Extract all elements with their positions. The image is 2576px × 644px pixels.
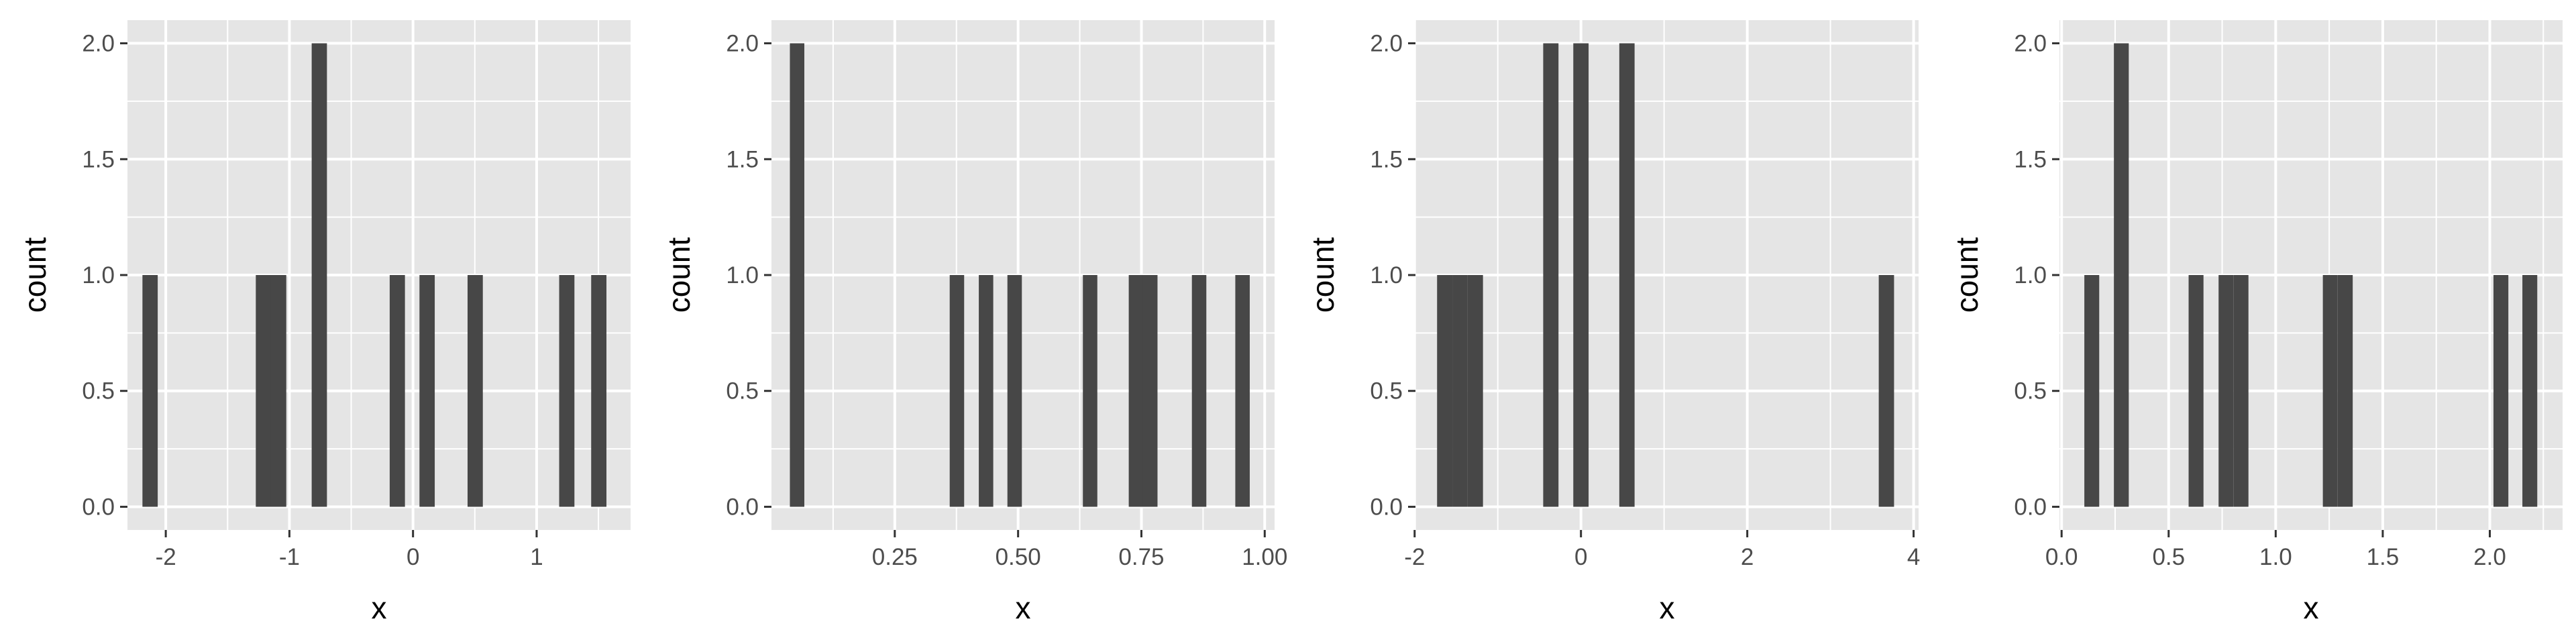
y-axis-title: count — [1949, 237, 1984, 313]
x-axis-title: x — [372, 590, 387, 625]
histogram-4: 0.0 0.5 1.0 1.5 2.0 0.0 0.5 1.0 1.5 2.0 x count — [1949, 20, 2563, 625]
histogram-bar — [1573, 43, 1589, 507]
x-tick-label: 2.0 — [2473, 544, 2506, 570]
histogram-bar — [1878, 275, 1894, 507]
x-tick-label: -1 — [279, 544, 300, 570]
y-tick-label: 0.5 — [1370, 378, 1403, 405]
histogram-bar — [2522, 275, 2538, 507]
histogram-bar — [1142, 275, 1158, 507]
x-tick-label: 4 — [1907, 544, 1920, 570]
y-tick-label: 2.0 — [1370, 31, 1403, 57]
y-tick-label: 0.0 — [1370, 494, 1403, 520]
histogram-bar — [949, 275, 965, 507]
histogram-bar — [1235, 275, 1250, 507]
histogram-1: 0.0 0.5 1.0 1.5 2.0 -2 -1 0 1 x count — [17, 20, 631, 625]
histogram-bar — [1083, 275, 1097, 507]
histogram-bar — [2114, 43, 2129, 507]
y-tick-label: 2.0 — [726, 31, 759, 57]
histogram-bar — [2084, 275, 2100, 507]
histogram-bar — [142, 275, 158, 507]
histogram-bar — [1007, 275, 1022, 507]
x-tick-label: 0.50 — [996, 544, 1041, 570]
x-tick-label: 1.0 — [2259, 544, 2292, 570]
histogram-bar — [1437, 275, 1453, 507]
y-tick-label: 1.5 — [726, 146, 759, 172]
histogram-bar — [790, 43, 805, 507]
y-tick-label: 0.0 — [82, 494, 115, 520]
y-tick-label: 0.5 — [82, 378, 115, 405]
x-tick-label: 0 — [407, 544, 419, 570]
histogram-panel-3: 0.0 0.5 1.0 1.5 2.0 -2 0 2 4 x count — [1288, 0, 1932, 644]
histogram-bar — [270, 275, 286, 507]
histogram-bar — [1467, 275, 1483, 507]
histogram-bar — [1452, 275, 1468, 507]
histogram-bar — [979, 275, 994, 507]
y-tick-label: 1.5 — [2014, 146, 2047, 172]
y-tick-label: 0.5 — [726, 378, 759, 405]
x-tick-label: 2 — [1741, 544, 1754, 570]
histogram-bar — [311, 43, 327, 507]
histogram-bar — [2322, 275, 2338, 507]
x-tick-label: 0 — [1574, 544, 1587, 570]
histogram-2: 0.0 0.5 1.0 1.5 2.0 0.25 0.50 0.75 1.00 x count — [661, 20, 1287, 625]
histogram-bar — [256, 275, 272, 507]
x-tick-label: 1.00 — [1242, 544, 1287, 570]
y-tick-label: 1.0 — [82, 262, 115, 288]
x-tick-label: 1.5 — [2367, 544, 2400, 570]
histogram-panel-4: 0.0 0.5 1.0 1.5 2.0 0.0 0.5 1.0 1.5 2.0 x count — [1932, 0, 2576, 644]
x-tick-label: 0.25 — [872, 544, 918, 570]
histogram-bar — [1619, 43, 1635, 507]
histogram-panel-1: 0.0 0.5 1.0 1.5 2.0 -2 -1 0 1 x count — [0, 0, 644, 644]
histogram-bar — [467, 275, 483, 507]
y-tick-label: 2.0 — [2014, 31, 2047, 57]
x-axis-title: x — [1660, 590, 1675, 625]
histogram-bar — [591, 275, 607, 507]
y-tick-label: 0.0 — [2014, 494, 2047, 520]
y-tick-label: 1.0 — [726, 262, 759, 288]
x-tick-label: -2 — [156, 544, 176, 570]
histogram-bar — [2337, 275, 2353, 507]
y-tick-label: 1.0 — [2014, 262, 2047, 288]
y-tick-label: 1.0 — [1370, 262, 1403, 288]
histogram-bar — [1191, 275, 1207, 507]
histogram-bar — [2188, 275, 2204, 507]
histogram-bar — [2493, 275, 2509, 507]
y-axis-title: count — [1305, 237, 1340, 313]
histogram-bar — [1543, 43, 1559, 507]
histogram-bar — [2233, 275, 2249, 507]
histogram-bar — [389, 275, 405, 507]
histogram-3: 0.0 0.5 1.0 1.5 2.0 -2 0 2 4 x count — [1305, 20, 1920, 625]
x-tick-label: 0.5 — [2152, 544, 2185, 570]
y-tick-label: 0.0 — [726, 494, 759, 520]
y-tick-label: 1.5 — [82, 146, 115, 172]
x-tick-label: -2 — [1404, 544, 1425, 570]
x-tick-label: 0.75 — [1118, 544, 1164, 570]
y-tick-label: 1.5 — [1370, 146, 1403, 172]
y-axis-title: count — [661, 237, 696, 313]
y-tick-label: 0.5 — [2014, 378, 2047, 405]
x-axis-title: x — [2304, 590, 2319, 625]
histogram-bar — [1128, 275, 1144, 507]
histogram-bar — [2218, 275, 2234, 507]
y-axis-title: count — [17, 237, 52, 313]
histogram-bar — [419, 275, 435, 507]
histogram-panel-2: 0.0 0.5 1.0 1.5 2.0 0.25 0.50 0.75 1.00 x count — [644, 0, 1288, 644]
y-tick-label: 2.0 — [82, 31, 115, 57]
histogram-bar — [559, 275, 575, 507]
x-tick-label: 0.0 — [2045, 544, 2078, 570]
x-axis-title: x — [1016, 590, 1031, 625]
x-tick-label: 1 — [530, 544, 543, 570]
